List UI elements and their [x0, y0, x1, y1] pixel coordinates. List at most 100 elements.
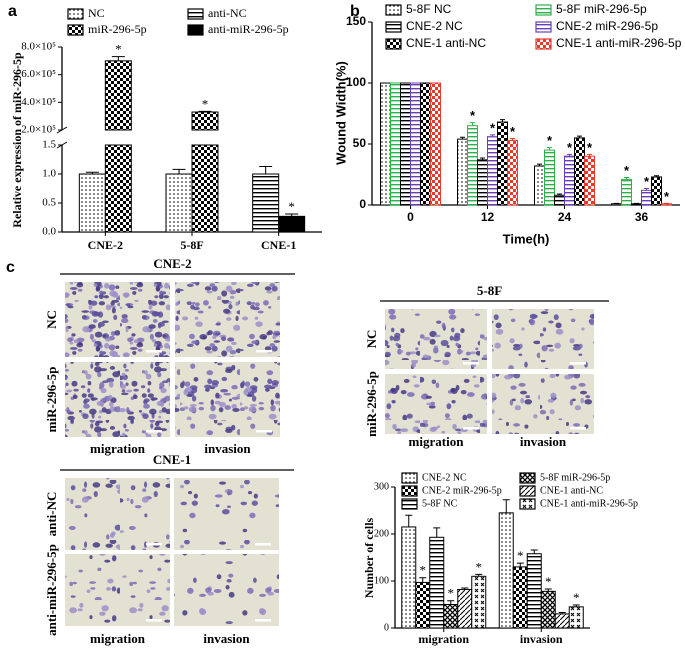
y-tick-label: 0.5 [42, 197, 56, 209]
legend-swatch [385, 38, 402, 50]
significance-mark: * [547, 133, 553, 148]
scale-bar [256, 430, 272, 433]
y-tick-label: 0 [384, 622, 389, 633]
x-tick-label: invasion [520, 632, 563, 646]
error-bar [624, 177, 629, 180]
legend-label: CNE-1 anti-NC [540, 485, 603, 496]
axis-break [56, 126, 68, 149]
legend-swatch [519, 472, 536, 484]
significance-mark: * [517, 548, 524, 563]
bar [526, 553, 542, 629]
column-label: invasion [204, 441, 251, 456]
legend-swatch [187, 24, 204, 36]
bar [390, 82, 401, 206]
bar [507, 139, 518, 206]
scale-bar [463, 427, 479, 430]
x-tick-label: 0 [407, 210, 414, 224]
bar [611, 203, 622, 206]
micrograph [492, 374, 594, 434]
error-bar [419, 577, 427, 583]
micrograph [65, 362, 170, 437]
y-tick-label: 100 [346, 75, 366, 89]
y-tick-label: 100 [374, 575, 389, 586]
bar [477, 159, 488, 206]
bar-upper [104, 60, 132, 131]
significance-mark: * [476, 559, 483, 574]
group-title: CNE-1 [153, 452, 191, 467]
bar [584, 155, 595, 206]
error-bar [490, 134, 495, 137]
micrograph [385, 309, 487, 369]
x-tick-label: CNE-1 [261, 238, 296, 252]
legend-label: anti-miR-296-5p [208, 22, 289, 36]
bar [78, 173, 106, 233]
bar [457, 588, 473, 629]
legend-label: miR-296-5p [88, 22, 147, 36]
x-tick-label: CNE-2 [88, 238, 123, 252]
y-axis-label: Relative expression of miR-296-5p [10, 52, 24, 228]
x-axis-label: Time(h) [503, 231, 550, 246]
significance-mark: * [448, 586, 455, 601]
legend-swatch [385, 21, 402, 33]
significance-mark: * [115, 42, 122, 57]
bar [471, 575, 487, 629]
row-label: miR-296-5p [364, 371, 379, 437]
bar [641, 189, 652, 206]
legend-label: CNE-2 NC [422, 472, 467, 483]
error-bar [516, 562, 524, 567]
legend-label: CNE-2 NC [406, 19, 463, 33]
error-bar [530, 549, 538, 554]
bar [410, 82, 421, 206]
significance-mark: * [470, 108, 476, 123]
row-label: NC [44, 310, 59, 329]
micrograph [175, 282, 280, 357]
bar [631, 203, 642, 206]
significance-mark: * [664, 189, 670, 204]
error-bar [475, 573, 483, 577]
significance-mark: * [510, 124, 516, 139]
bar [467, 125, 478, 206]
bar [651, 176, 662, 206]
error-bar [85, 171, 99, 174]
error-bar [544, 588, 552, 592]
significance-mark: * [420, 563, 427, 578]
scale-bar [255, 619, 271, 622]
bar [574, 137, 585, 206]
bar [661, 203, 672, 206]
error-bar [405, 514, 413, 527]
bar [457, 138, 468, 206]
panel-label: b [350, 3, 360, 20]
bar [278, 215, 306, 233]
significance-mark: * [644, 174, 650, 189]
bar [568, 606, 584, 629]
y-tick-label: 2.0×10⁵ [21, 124, 56, 136]
error-bar [510, 138, 515, 141]
y-axis-label: Number of cells [362, 517, 376, 598]
legend-label: CNE-1 anti-miR-296-5p [540, 498, 638, 509]
scale-bar [146, 350, 162, 353]
error-bar [500, 119, 505, 123]
significance-mark: * [490, 120, 496, 135]
scale-bar [146, 619, 162, 622]
bar [540, 590, 556, 629]
y-tick-label: 200 [374, 528, 389, 539]
significance-mark: * [545, 574, 552, 589]
error-bar [172, 168, 186, 174]
bar [534, 165, 545, 206]
error-bar [502, 499, 510, 513]
legend-swatch [401, 485, 418, 497]
panel-label: a [8, 3, 17, 20]
bar [104, 60, 132, 233]
bar [400, 82, 411, 206]
scale-bar [463, 362, 479, 365]
bar [544, 149, 555, 206]
y-tick-label: 150 [346, 14, 366, 28]
y-tick-label: 0.0 [42, 226, 56, 238]
legend-swatch [535, 21, 552, 33]
legend-swatch [519, 498, 536, 510]
bar [165, 173, 193, 233]
group-title: 5-8F [477, 283, 502, 298]
x-tick-label: 36 [635, 210, 649, 224]
x-tick-label: 12 [481, 210, 495, 224]
bar [380, 82, 391, 206]
